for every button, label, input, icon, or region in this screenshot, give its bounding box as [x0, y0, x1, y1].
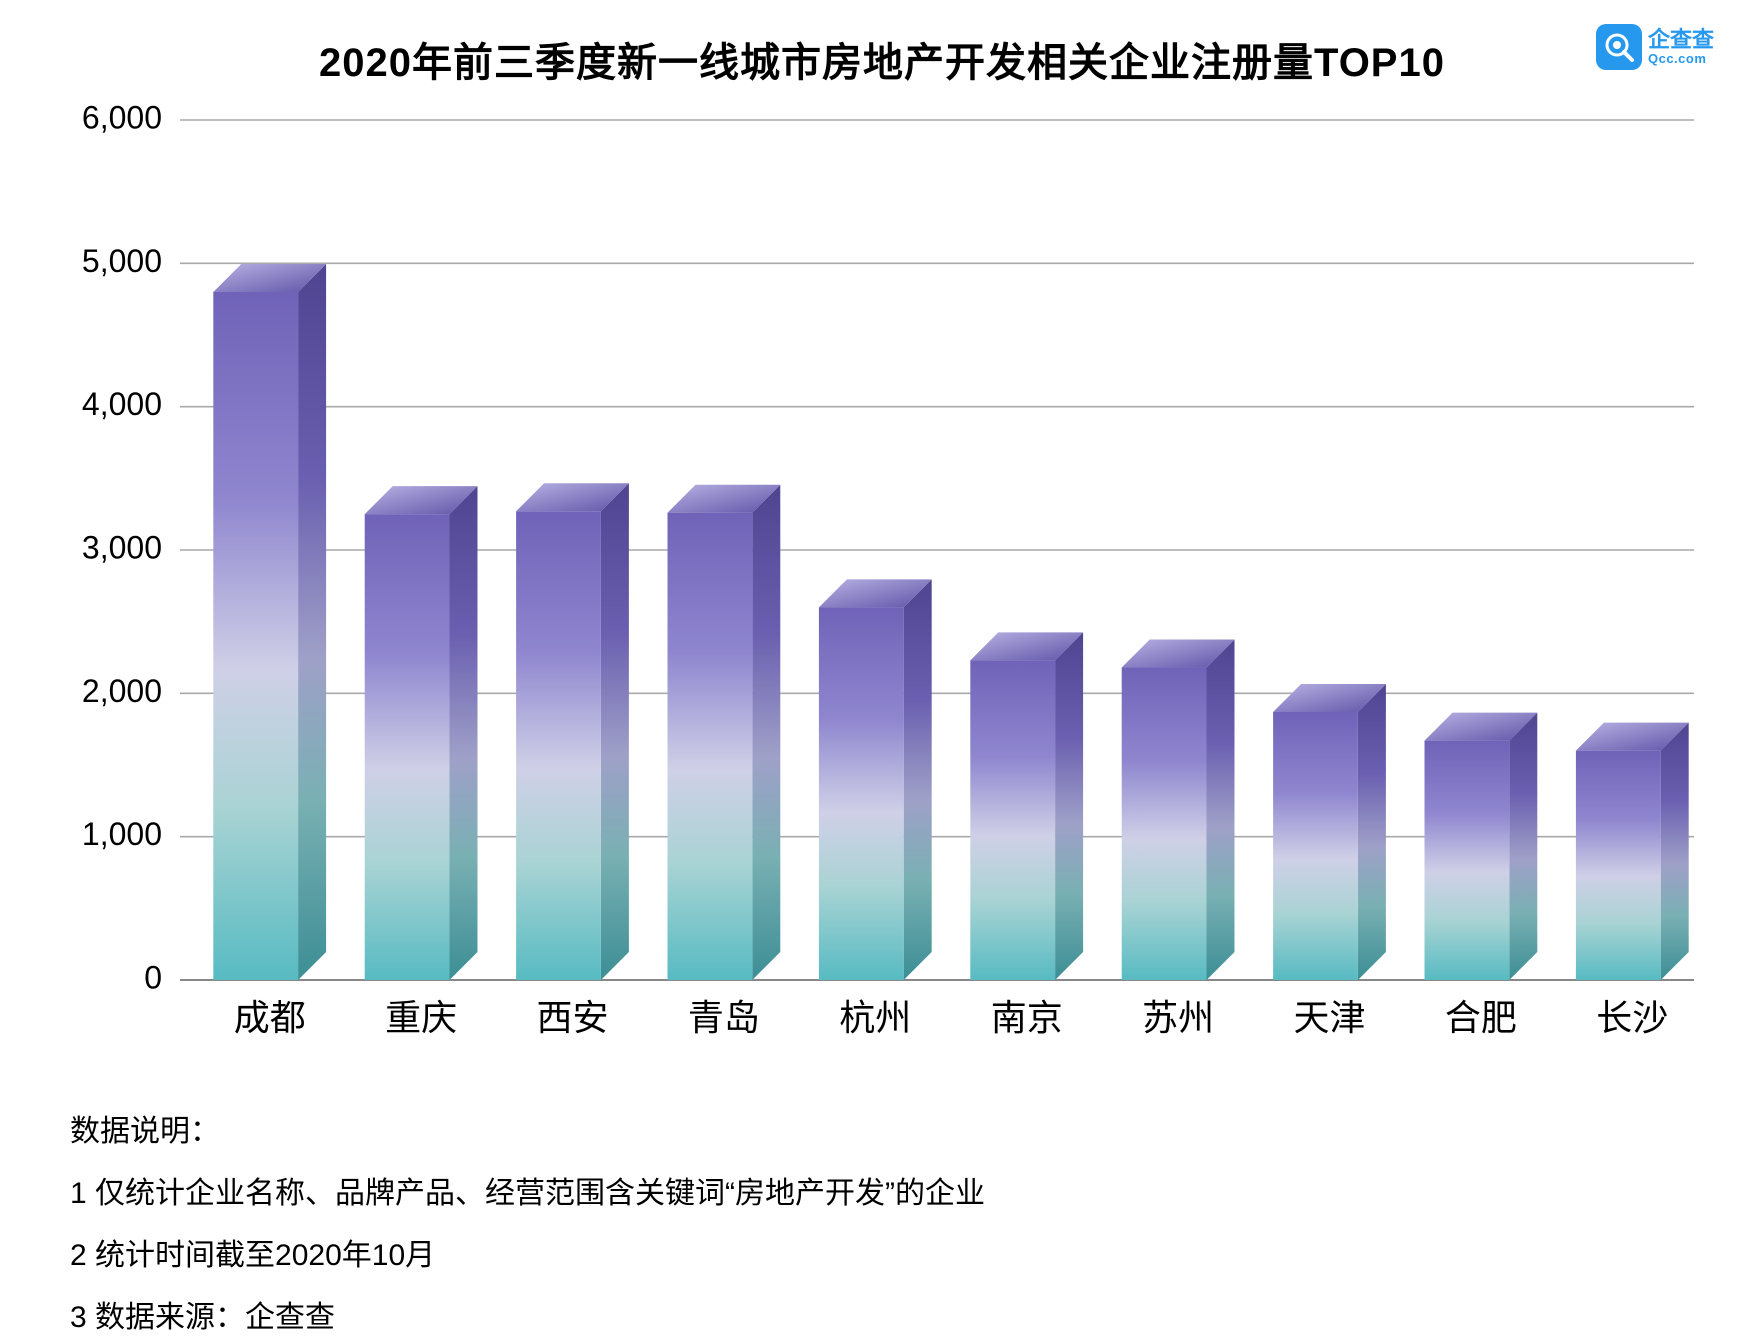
xtick-label: 成都: [234, 997, 306, 1038]
ytick-label: 1,000: [82, 816, 162, 852]
ytick-label: 2,000: [82, 673, 162, 709]
ytick-label: 5,000: [82, 243, 162, 279]
brand-name: 企查查: [1648, 28, 1714, 52]
bar: [1122, 640, 1235, 980]
bar-chart: 0 1,000 2,000 3,000 4,000 5,000 6,000 成都 重庆 西安 青岛 杭…: [50, 100, 1714, 1100]
title-row: 2020年前三季度新一线城市房地产开发相关企业注册量TOP10 企查查 Qcc.…: [50, 30, 1714, 100]
bar: [970, 632, 1083, 980]
ytick-label: 3,000: [82, 529, 162, 565]
xtick-label: 天津: [1293, 997, 1365, 1038]
note-line-2: 2 统计时间截至2020年10月: [70, 1230, 1714, 1274]
xtick-label: 合肥: [1445, 997, 1517, 1038]
xtick-label: 青岛: [688, 997, 760, 1038]
notes-heading: 数据说明：: [70, 1106, 1714, 1150]
xtick-label: 重庆: [385, 997, 457, 1038]
xtick-label: 南京: [991, 997, 1063, 1038]
bar: [1576, 723, 1689, 980]
note-line-1: 1 仅统计企业名称、品牌产品、经营范围含关键词“房地产开发”的企业: [70, 1168, 1714, 1212]
xtick-label: 西安: [536, 997, 608, 1038]
ytick-label: 4,000: [82, 386, 162, 422]
xtick-label: 苏州: [1142, 997, 1214, 1038]
bar: [516, 483, 629, 980]
brand-url: Qcc.com: [1648, 52, 1714, 66]
ytick-label: 0: [144, 959, 162, 995]
note-line-3: 3 数据来源：企查查: [70, 1292, 1714, 1336]
bar: [213, 264, 326, 980]
bar: [819, 579, 932, 980]
bar: [365, 486, 478, 980]
bar: [668, 485, 781, 980]
brand-badge: 企查查 Qcc.com: [1596, 24, 1714, 70]
footnotes: 数据说明： 1 仅统计企业名称、品牌产品、经营范围含关键词“房地产开发”的企业 …: [50, 1106, 1714, 1336]
bar: [1273, 684, 1386, 980]
xtick-label: 长沙: [1596, 997, 1668, 1038]
brand-text: 企查查 Qcc.com: [1648, 28, 1714, 66]
ytick-label: 6,000: [82, 100, 162, 135]
bar: [1425, 713, 1538, 980]
brand-logo-icon: [1596, 24, 1642, 70]
chart-title: 2020年前三季度新一线城市房地产开发相关企业注册量TOP10: [319, 30, 1445, 88]
page-root: 2020年前三季度新一线城市房地产开发相关企业注册量TOP10 企查查 Qcc.…: [0, 0, 1764, 1340]
chart-svg: 0 1,000 2,000 3,000 4,000 5,000 6,000 成都 重庆 西安 青岛 杭…: [50, 100, 1714, 1060]
xtick-label: 杭州: [839, 997, 911, 1038]
